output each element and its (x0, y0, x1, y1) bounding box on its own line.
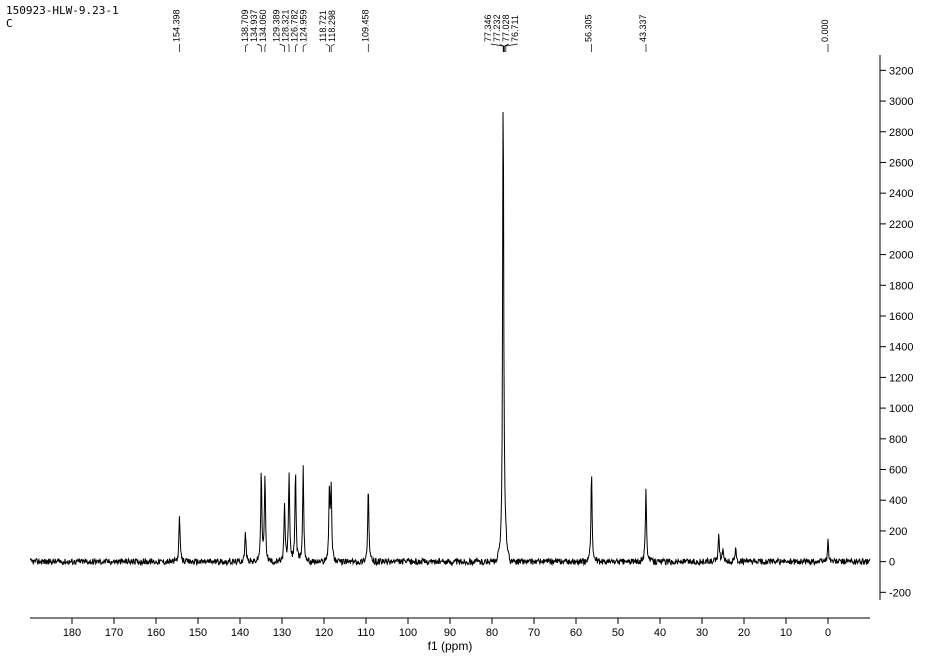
nmr-spectrum-figure: 150923-HLW-9.23-1C 180 170 160 150 140 130 120 1… (0, 0, 925, 660)
x-axis-title: f1 (ppm) (428, 639, 473, 653)
y-tick-label: 3000 (889, 96, 913, 108)
x-tick-label: 120 (315, 627, 333, 639)
y-tick-label: 1600 (889, 311, 913, 323)
peak-label: 76.711 (510, 15, 520, 42)
y-tick-label: 400 (889, 495, 907, 507)
y-tick-label: 1200 (889, 372, 913, 384)
x-tick-label: 10 (780, 627, 792, 639)
x-tick-label: 160 (147, 627, 165, 639)
y-tick-label: 2000 (889, 250, 913, 262)
x-tick-label: 170 (105, 627, 123, 639)
peak-label: 43.337 (638, 14, 648, 42)
nmr-spectrum-svg: 150923-HLW-9.23-1C 180 170 160 150 140 130 120 1… (0, 0, 925, 660)
y-tick-label: 2400 (889, 188, 913, 200)
y-tick-label: 1800 (889, 280, 913, 292)
x-tick-label: 100 (399, 627, 417, 639)
peak-label: 154.398 (172, 9, 182, 42)
y-tick-label: 2800 (889, 127, 913, 139)
peak-label: 118.298 (327, 10, 337, 42)
x-tick-label: 60 (570, 627, 582, 639)
sample-id-line1: 150923-HLW-9.23-1 (6, 4, 119, 17)
x-tick-label: 50 (612, 627, 624, 639)
x-tick-label: 150 (189, 627, 207, 639)
x-tick-label: 90 (444, 627, 456, 639)
x-tick-label: 20 (738, 627, 750, 639)
peak-label: 56.305 (584, 14, 594, 42)
y-tick-label: 2600 (889, 157, 913, 169)
peak-label: 109.458 (360, 9, 370, 42)
y-tick-label: 0 (889, 557, 895, 569)
y-tick-label: 2200 (889, 219, 913, 231)
x-tick-label: 70 (528, 627, 540, 639)
x-tick-label: 140 (231, 627, 249, 639)
y-tick-label: 1000 (889, 403, 913, 415)
sample-id-line2: C (6, 17, 13, 30)
x-tick-label: 80 (486, 627, 498, 639)
y-tick-label: 1400 (889, 342, 913, 354)
peak-label: 124.959 (299, 9, 309, 42)
x-tick-label: 180 (63, 627, 81, 639)
peak-label: 0.000 (820, 19, 830, 42)
y-tick-label: 600 (889, 465, 907, 477)
x-tick-label: 0 (825, 627, 831, 639)
y-tick-label: 800 (889, 434, 907, 446)
x-tick-label: 40 (654, 627, 666, 639)
x-tick-label: 110 (357, 627, 375, 639)
x-tick-label: 30 (696, 627, 708, 639)
y-tick-label: 200 (889, 526, 907, 538)
x-tick-label: 130 (273, 627, 291, 639)
y-tick-label: -200 (889, 587, 911, 599)
y-tick-label: 3200 (889, 65, 913, 77)
peak-label: 134.060 (258, 9, 268, 42)
